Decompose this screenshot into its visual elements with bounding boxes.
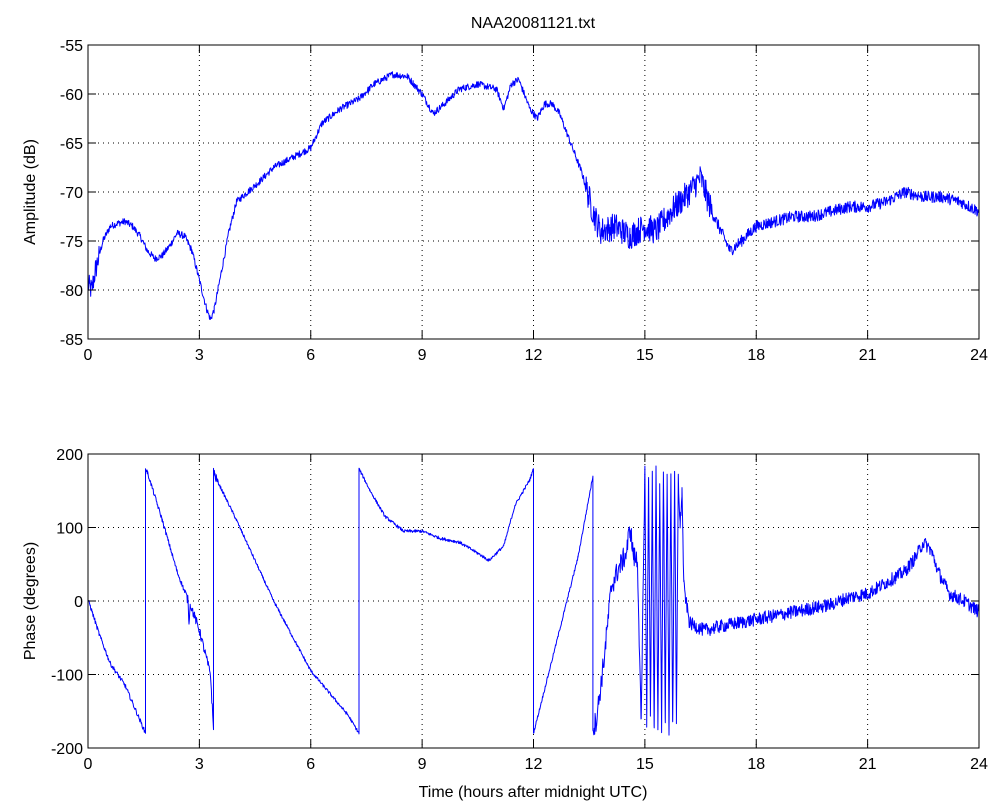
phase-x-tick-label: 15 bbox=[636, 756, 654, 773]
phase-x-tick-label: 9 bbox=[418, 756, 427, 773]
phase-y-tick-label: -100 bbox=[51, 668, 83, 685]
amplitude-y-tick-label: -80 bbox=[60, 283, 83, 300]
amplitude-y-tick-label: -85 bbox=[60, 332, 83, 349]
phase-x-tick-label: 3 bbox=[195, 756, 204, 773]
amplitude-x-tick-label: 6 bbox=[306, 347, 315, 364]
amplitude-x-tick-label: 12 bbox=[525, 347, 543, 364]
figure-title: NAA20081121.txt bbox=[471, 15, 596, 32]
phase-x-tick-label: 0 bbox=[84, 756, 93, 773]
amplitude-y-tick-label: -55 bbox=[60, 38, 83, 55]
amplitude-y-tick-label: -65 bbox=[60, 136, 83, 153]
phase-x-tick-label: 24 bbox=[970, 756, 988, 773]
amplitude-x-tick-label: 18 bbox=[747, 347, 765, 364]
phase-panel: 0 3 6 9 12 15 18 21 24 -200 -100 0 100 200 Phase (degr… bbox=[22, 447, 988, 773]
amplitude-x-tick-label: 24 bbox=[970, 347, 988, 364]
phase-x-tick-label: 21 bbox=[859, 756, 877, 773]
phase-y-axis-label: Phase (degrees) bbox=[22, 542, 39, 660]
amplitude-y-tick-label: -60 bbox=[60, 87, 83, 104]
amplitude-series-line bbox=[87, 71, 980, 320]
phase-x-tick-label: 12 bbox=[525, 756, 543, 773]
phase-y-tick-label: 100 bbox=[56, 521, 83, 538]
amplitude-x-tick-label: 15 bbox=[636, 347, 654, 364]
phase-x-tick-label: 18 bbox=[747, 756, 765, 773]
amplitude-y-axis-label: Amplitude (dB) bbox=[22, 139, 39, 245]
amplitude-panel: 0 3 6 9 12 15 18 21 24 -85 -80 -75 -70 -65 -60 -55 Ampli… bbox=[22, 38, 988, 364]
amplitude-x-tick-label: 3 bbox=[195, 347, 204, 364]
amplitude-x-tick-label: 21 bbox=[859, 347, 877, 364]
phase-y-tick-label: -200 bbox=[51, 741, 83, 758]
amplitude-y-tick-label: -75 bbox=[60, 234, 83, 251]
phase-y-tick-label: 0 bbox=[74, 594, 83, 611]
amplitude-y-tick-label: -70 bbox=[60, 185, 83, 202]
amplitude-x-tick-label: 9 bbox=[418, 347, 427, 364]
phase-y-tick-label: 200 bbox=[56, 447, 83, 464]
phase-series-line bbox=[87, 465, 980, 736]
phase-x-tick-label: 6 bbox=[306, 756, 315, 773]
x-axis-label: Time (hours after midnight UTC) bbox=[419, 784, 648, 801]
amplitude-x-tick-label: 0 bbox=[84, 347, 93, 364]
